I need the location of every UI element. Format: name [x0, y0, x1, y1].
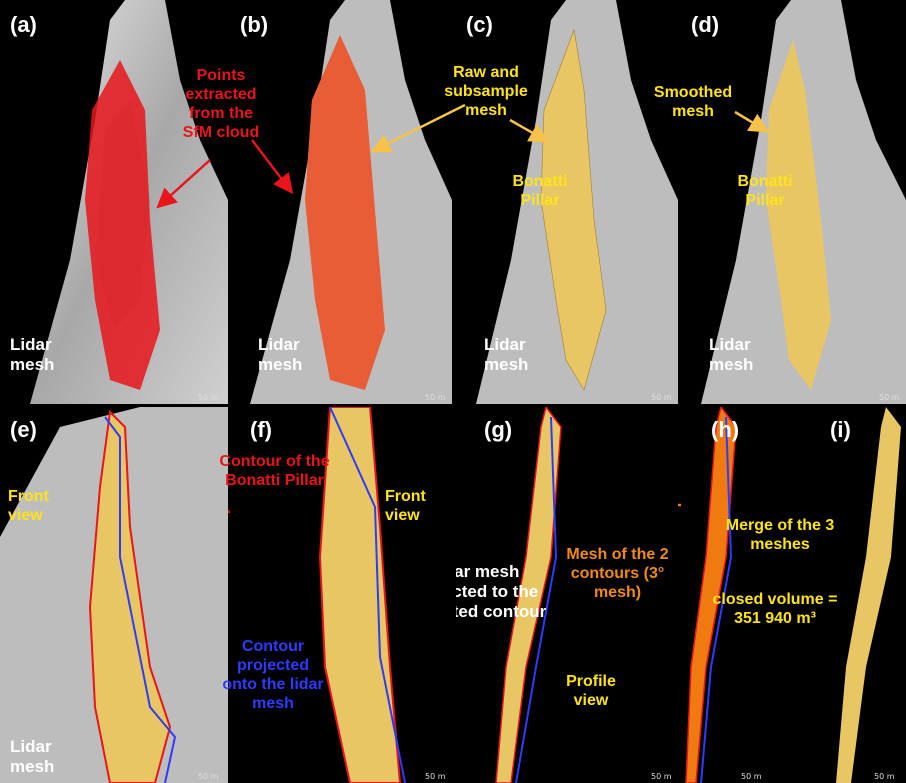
panel-label-h: (h)	[711, 417, 740, 442]
lidar-restricted-label: Lidar mesh restricted to the projected c…	[456, 562, 547, 621]
scale-bar: 50 m	[425, 393, 446, 402]
scale-bar: 50 m	[874, 772, 895, 781]
panel-c: (c) Lidar mesh 50 m	[456, 0, 678, 404]
panel-label-b: (b)	[240, 12, 269, 37]
panel-i: (i) 50 m	[796, 407, 906, 783]
raw-subsample-label: Raw and subsample mesh	[444, 64, 528, 119]
merge-label: Merge of the 3 meshes	[725, 517, 835, 553]
rock-surface	[476, 0, 678, 404]
front-view-mesh	[318, 407, 406, 783]
panel-label-i: (i)	[830, 417, 851, 442]
rock-surface	[701, 0, 906, 404]
mesh-2-contours-label: Mesh of the 2 contours (3° mesh)	[566, 546, 669, 601]
scale-bar: 50 m	[198, 393, 219, 402]
lidar-mesh-label: Lidar mesh	[10, 737, 55, 776]
bonatti-pillar-label: Bonatti Pillar	[737, 173, 793, 209]
profile-view-mesh	[495, 407, 562, 783]
lidar-mesh-label: Lidar mesh	[484, 335, 529, 374]
panel-label-f: (f)	[250, 417, 272, 442]
front-view-mesh	[0, 407, 228, 783]
panel-label-c: (c)	[466, 12, 493, 37]
closed-volume-mesh	[836, 407, 901, 783]
front-view-label: Front view	[8, 488, 49, 524]
contour-projected-label: Contour projected onto the lidar mesh	[222, 638, 324, 712]
scale-bar: 50 m	[651, 393, 672, 402]
points-extracted-label: Points extracted from the SfM cloud	[182, 67, 260, 141]
smoothed-mesh-label: Smoothed mesh	[653, 84, 733, 120]
sfm-points	[85, 60, 160, 390]
panel-e: (e) Front view Lidar mesh 50 m	[0, 407, 228, 783]
scale-bar: 50 m	[879, 393, 900, 402]
scale-bar: 50 m	[198, 772, 219, 781]
panel-g: (g) Lidar mesh restricted to the project…	[456, 407, 678, 783]
scale-bar: 50 m	[741, 772, 762, 781]
scale-bar: 50 m	[651, 772, 672, 781]
panel-h: (h) 50 m	[681, 407, 796, 783]
panel-label-a: (a)	[10, 12, 37, 37]
profile-view-mesh	[685, 407, 737, 783]
rock-surface	[30, 0, 228, 404]
lidar-mesh-label: Lidar mesh	[10, 335, 55, 374]
panel-b: (b) Lidar mesh 50 m	[230, 0, 452, 404]
lidar-mesh-label: Lidar mesh	[258, 335, 303, 374]
scale-bar: 50 m	[425, 772, 446, 781]
contour-bonatti-label: Contour of the Bonatti Pillar	[219, 453, 330, 489]
panel-label-e: (e)	[10, 417, 37, 442]
panel-label-g: (g)	[484, 417, 513, 442]
panel-label-d: (d)	[691, 12, 720, 37]
lidar-mesh-label: Lidar mesh	[709, 335, 754, 374]
bonatti-pillar-label: Bonatti Pillar	[512, 173, 568, 209]
front-view-label: Front view	[385, 488, 426, 524]
profile-view-label: Profile view	[566, 673, 616, 709]
panel-a: (a) Lidar mesh 50 m	[0, 0, 228, 404]
panel-f: (f) Front view 50 m	[230, 407, 452, 783]
panel-d: (d) Lidar mesh 50 m	[681, 0, 906, 404]
closed-volume-label: closed volume = 351 940 m³	[712, 591, 838, 627]
rock-surface	[250, 0, 452, 404]
